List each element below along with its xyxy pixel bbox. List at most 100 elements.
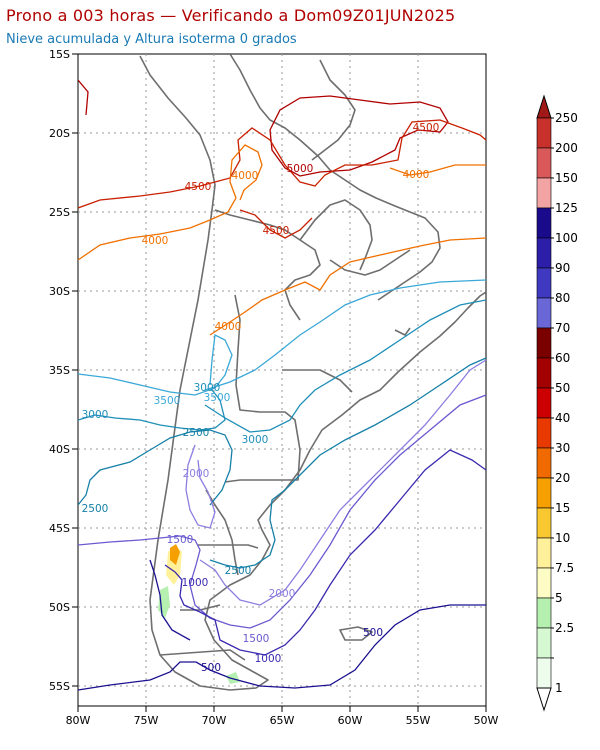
contour-4000-b xyxy=(389,164,486,176)
contour-5000 xyxy=(269,95,449,177)
lat-label-55s: 55S xyxy=(49,680,70,693)
lat-label-40s: 40S xyxy=(49,443,70,456)
lat-label-25s: 25S xyxy=(49,206,70,219)
map-title: Prono a 003 horas — Verificando a Dom09Z… xyxy=(6,6,456,25)
label-4000-a: 4000 xyxy=(232,170,259,182)
colorbar-label: 10 xyxy=(555,531,570,545)
map-subtitle: Nieve acumulada y Altura isoterma 0 grad… xyxy=(6,32,297,47)
label-4000-c: 4000 xyxy=(403,169,430,181)
label-4500-c: 4500 xyxy=(413,122,440,134)
colorbar-label: 60 xyxy=(555,351,570,365)
contour-1000 xyxy=(164,449,486,656)
snow-area-orange xyxy=(170,544,180,565)
contour-2500-b xyxy=(209,357,486,569)
colorbar-swatch xyxy=(536,117,552,149)
lon-label-80w: 80W xyxy=(66,714,91,727)
colorbar-swatch xyxy=(536,507,552,539)
label-2000-b: 2000 xyxy=(269,588,296,600)
colorbar-swatch xyxy=(536,207,552,239)
contour-3500 xyxy=(78,334,233,396)
label-3000-b: 3000 xyxy=(194,382,221,394)
contour-2000 xyxy=(185,444,216,529)
label-1000-a: 1000 xyxy=(182,577,209,589)
contour-500 xyxy=(78,604,486,691)
colorbar-label: 50 xyxy=(555,381,570,395)
axis-ticks xyxy=(72,53,487,712)
colorbar-swatch xyxy=(536,297,552,329)
snow-area-green-b xyxy=(226,672,240,684)
lat-label-15s: 15S xyxy=(49,48,70,61)
colorbar-label: 5 xyxy=(555,591,563,605)
colorbar-swatch xyxy=(536,477,552,509)
label-5000: 5000 xyxy=(287,163,314,175)
lon-label-70w: 70W xyxy=(202,714,227,727)
label-3500-b: 3500 xyxy=(204,392,231,404)
colorbar: 250 200 150 125 100 90 80 70 60 50 40 30 20 15 10 7.5 5 2… xyxy=(536,94,578,712)
colorbar-label: 100 xyxy=(555,231,578,245)
colorbar-swatch xyxy=(536,267,552,299)
contour-4500 xyxy=(78,119,486,209)
label-2500-a: 2500 xyxy=(183,427,210,439)
colorbar-bottom-arrow xyxy=(536,687,552,712)
label-4000-d: 4000 xyxy=(215,321,242,333)
contour-3000 xyxy=(78,389,226,431)
colorbar-swatch xyxy=(536,147,552,179)
contour-3000-b xyxy=(204,299,486,433)
coastlines-borders xyxy=(139,54,486,691)
colorbar-swatch xyxy=(536,327,552,359)
colorbar-swatch xyxy=(536,417,552,449)
colorbar-label: 7.5 xyxy=(555,561,574,575)
isotherm-contours xyxy=(78,79,486,691)
contour-4500-b xyxy=(239,209,313,239)
colorbar-swatch xyxy=(536,357,552,389)
colorbar-label: 20 xyxy=(555,471,570,485)
contour-3500-b xyxy=(204,279,486,391)
lon-label-75w: 75W xyxy=(134,714,159,727)
contour-2500 xyxy=(78,429,233,506)
colorbar-label: 1 xyxy=(555,681,563,695)
lat-label-45s: 45S xyxy=(49,522,70,535)
colorbar-label: 30 xyxy=(555,441,570,455)
lat-label-50s: 50S xyxy=(49,601,70,614)
colorbar-swatch xyxy=(536,567,552,599)
colorbar-swatch xyxy=(536,537,552,569)
colorbar-label: 80 xyxy=(555,291,570,305)
colorbar-label: 250 xyxy=(555,111,578,125)
colorbar-swatch xyxy=(536,657,552,689)
lon-label-50w: 50W xyxy=(474,714,499,727)
contour-4000-c xyxy=(209,237,486,336)
colorbar-swatch xyxy=(536,177,552,209)
label-4500-a: 4500 xyxy=(185,181,212,193)
label-3500-a: 3500 xyxy=(154,395,181,407)
label-4500-b: 4500 xyxy=(263,225,290,237)
colorbar-swatch xyxy=(536,237,552,269)
colorbar-label: 90 xyxy=(555,261,570,275)
label-3000-a: 3000 xyxy=(82,409,109,421)
label-3000-c: 3000 xyxy=(242,434,269,446)
contour-4000 xyxy=(78,144,263,261)
colorbar-label: 200 xyxy=(555,141,578,155)
contour-5000-west xyxy=(78,79,89,116)
contour-500-b xyxy=(149,559,191,641)
label-500-b: 500 xyxy=(363,627,383,639)
label-4000-b: 4000 xyxy=(142,235,169,247)
colorbar-label: 15 xyxy=(555,501,570,515)
lat-label-30s: 30S xyxy=(49,285,70,298)
colorbar-label: 40 xyxy=(555,411,570,425)
lon-label-65w: 65W xyxy=(270,714,295,727)
lon-label-60w: 60W xyxy=(338,714,363,727)
colorbar-swatch xyxy=(536,387,552,419)
contour-2000-b xyxy=(199,359,486,606)
colorbar-swatch xyxy=(536,597,552,629)
contour-labels: 4500 4500 4500 5000 4000 4000 4000 4000 … xyxy=(82,122,440,674)
label-1000-b: 1000 xyxy=(255,653,282,665)
colorbar-top-arrow xyxy=(536,94,552,119)
colorbar-label: 2.5 xyxy=(555,621,574,635)
label-2500-b: 2500 xyxy=(82,503,109,515)
lon-label-55w: 55W xyxy=(406,714,431,727)
label-2500-c: 2500 xyxy=(225,565,252,577)
colorbar-label: 150 xyxy=(555,171,578,185)
label-1500-b: 1500 xyxy=(243,633,270,645)
colorbar-swatch xyxy=(536,447,552,479)
